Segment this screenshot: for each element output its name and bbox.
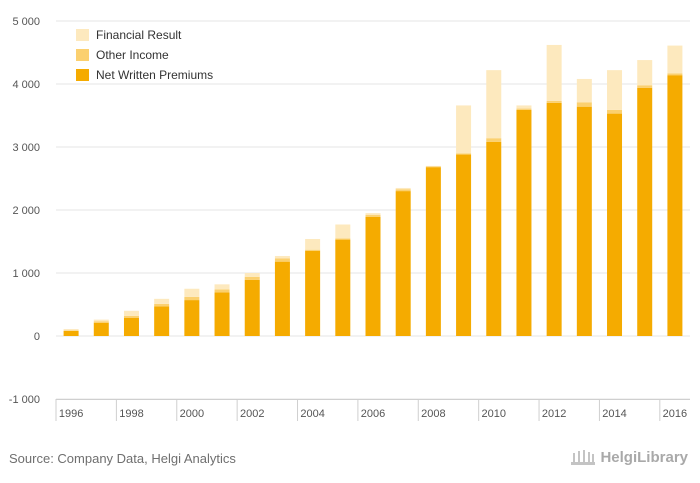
- bar-segment: [576, 78, 592, 103]
- legend-swatch: [76, 69, 89, 81]
- bar-segment: [365, 216, 381, 336]
- x-tick-label: 2016: [663, 408, 687, 420]
- bar-segment: [244, 276, 260, 280]
- bar-segment: [516, 109, 532, 336]
- bar-segment: [184, 300, 200, 336]
- bar-segment: [123, 315, 139, 318]
- bar-segment: [546, 101, 562, 103]
- legend: Financial Result Other Income Net Written …: [76, 28, 213, 82]
- legend-label: Other Income: [96, 48, 169, 62]
- bar-segment: [63, 330, 79, 336]
- x-tick-label: 1998: [119, 408, 143, 420]
- bar-segment: [214, 289, 230, 293]
- y-tick-label: 2 000: [12, 205, 40, 217]
- y-axis: 5 000 4 000 3 000 2 000 1 000 0 -1 000: [9, 16, 40, 406]
- x-axis: 1996 1998 2000 2002 2004 2006 2008 2010 2012 2014…: [55, 399, 690, 421]
- bar-segment: [335, 238, 351, 240]
- bar-segment: [456, 105, 472, 154]
- bar-segment: [154, 303, 170, 307]
- legend-label: Net Written Premiums: [96, 68, 213, 82]
- bar-segment: [607, 70, 623, 110]
- y-tick-label: -1 000: [9, 394, 40, 406]
- bar-segment: [63, 330, 79, 331]
- x-tick-label: 2012: [542, 408, 566, 420]
- bar-segment: [425, 167, 441, 336]
- x-tick-label: 2008: [421, 408, 445, 420]
- bar-segment: [607, 109, 623, 114]
- x-tick-label: 1996: [59, 408, 83, 420]
- legend-label: Financial Result: [96, 28, 182, 42]
- bar-segment: [425, 165, 441, 167]
- bar-segment: [425, 166, 441, 168]
- bar-segment: [244, 279, 260, 336]
- bar-segment: [486, 141, 502, 336]
- brand-logo: HelgiLibrary: [570, 448, 688, 466]
- source-note: Source: Company Data, Helgi Analytics: [9, 451, 236, 466]
- legend-swatch: [76, 29, 89, 41]
- bar-segment: [637, 87, 653, 336]
- bar-segment: [123, 310, 139, 316]
- bar-segment: [395, 189, 411, 192]
- bar-segment: [154, 306, 170, 336]
- bar-segment: [274, 261, 290, 336]
- x-tick-label: 2002: [240, 408, 264, 420]
- y-tick-label: 3 000: [12, 142, 40, 154]
- bar-segment: [335, 239, 351, 336]
- y-tick-label: 1 000: [12, 268, 40, 280]
- bar-segment: [607, 113, 623, 336]
- bar-segment: [365, 213, 381, 216]
- bar-segment: [214, 284, 230, 290]
- bar-segment: [637, 85, 653, 88]
- brand-name: HelgiLibrary: [600, 448, 688, 466]
- bar-segment: [335, 224, 351, 239]
- bar-segment: [305, 249, 321, 251]
- bar-segment: [93, 322, 109, 336]
- bar-segment: [486, 70, 502, 139]
- bar-segment: [214, 292, 230, 336]
- bar-segment: [305, 238, 321, 250]
- bar-segment: [486, 138, 502, 142]
- bar-segment: [63, 329, 79, 331]
- bar-segment: [365, 215, 381, 217]
- bar-segment: [546, 102, 562, 337]
- y-tick-label: 4 000: [12, 79, 40, 91]
- bar-segment: [516, 108, 532, 110]
- bar-segment: [244, 273, 260, 277]
- bar-segment: [123, 317, 139, 336]
- bar-segment: [637, 60, 653, 86]
- bar-segment: [274, 258, 290, 262]
- x-tick-label: 2010: [482, 408, 506, 420]
- bar-segment: [667, 75, 683, 337]
- x-tick-label: 2006: [361, 408, 385, 420]
- bar-segment: [93, 321, 109, 323]
- bar-segment: [305, 250, 321, 336]
- bar-segment: [93, 319, 109, 322]
- y-tick-label: 0: [34, 331, 40, 343]
- x-tick-label: 2004: [300, 408, 324, 420]
- legend-swatch: [76, 49, 89, 61]
- bar-segment: [576, 102, 592, 107]
- library-icon: [571, 450, 596, 465]
- bar-segment: [516, 105, 532, 109]
- bar-segment: [395, 187, 411, 190]
- bar-segment: [395, 191, 411, 336]
- bar-segment: [274, 255, 290, 259]
- bar-segment: [667, 45, 683, 74]
- bar-segment: [456, 154, 472, 336]
- bar-segment: [546, 44, 562, 102]
- bar-segment: [154, 298, 170, 304]
- bar-segment: [184, 296, 200, 301]
- x-tick-label: 2014: [602, 408, 626, 420]
- x-tick-label: 2000: [180, 408, 204, 420]
- bar-segment: [667, 73, 683, 76]
- bar-segment: [184, 288, 200, 297]
- y-tick-label: 5 000: [12, 16, 40, 28]
- bar-segment: [456, 153, 472, 155]
- bar-segment: [576, 106, 592, 337]
- bars: [63, 44, 683, 337]
